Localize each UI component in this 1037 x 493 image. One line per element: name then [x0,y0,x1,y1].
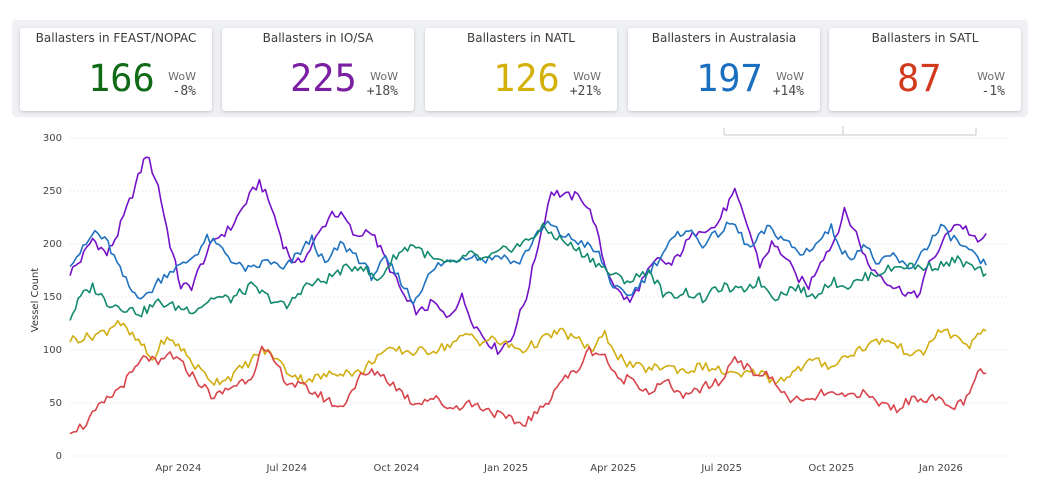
series-line-australasia [69,220,987,305]
kpi-card-australasia[interactable]: Ballasters in Australasia 197 WoW +14% [628,28,820,111]
x-tick-label: Oct 2025 [808,463,854,474]
kpi-wow-value: +21% [569,84,601,99]
x-tick-label: Jan 2026 [918,463,963,474]
y-axis-ticks: 0 50 100 150 200 250 300 [43,133,62,462]
series-line-satl [69,345,987,435]
kpi-strip: Ballasters in FEAST/NOPAC 166 WoW -8% Ba… [12,20,1028,117]
kpi-card-io-sa[interactable]: Ballasters in IO/SA 225 WoW +18% [222,28,414,111]
x-tick-label: Apr 2025 [590,463,636,474]
kpi-wow-label: WoW [573,70,601,83]
kpi-value: 126 [493,57,560,100]
kpi-value: 197 [696,57,763,100]
x-tick-label: Apr 2024 [155,463,201,474]
chart-area: 0 50 100 150 200 250 300 Apr 2024 Jul 2024 Oct 2… [0,118,1037,489]
y-tick-label: 0 [56,451,62,462]
x-axis-ticks: Apr 2024 Jul 2024 Oct 2024 Jan 2025 Apr 2025… [155,463,962,474]
kpi-title: Ballasters in IO/SA [262,31,374,45]
grid-lines [70,137,1010,457]
kpi-value: 87 [897,57,942,100]
kpi-wow-label: WoW [370,70,398,83]
kpi-wow-value: +14% [772,84,804,99]
y-tick-label: 250 [43,186,62,197]
y-tick-label: 150 [43,292,62,303]
series-line-feast-nopac [69,222,987,321]
y-tick-label: 200 [43,239,62,250]
y-tick-label: 50 [49,398,62,409]
kpi-wow-label: WoW [776,70,804,83]
y-tick-label: 300 [43,133,62,144]
y-tick-label: 100 [43,345,62,356]
kpi-title: Ballasters in FEAST/NOPAC [35,31,197,45]
series-line-natl [69,319,987,386]
kpi-title: Ballasters in SATL [871,31,979,45]
kpi-title: Ballasters in NATL [467,31,575,45]
x-tick-label: Jan 2025 [483,463,528,474]
series-line-io-sa [69,156,987,355]
kpi-wow-label: WoW [168,70,196,83]
range-selector[interactable] [723,126,977,136]
line-chart[interactable]: 0 50 100 150 200 250 300 Apr 2024 Jul 2024 Oct 2… [0,118,1037,489]
kpi-value: 225 [290,57,357,100]
kpi-card-natl[interactable]: Ballasters in NATL 126 WoW +21% [425,28,617,111]
x-tick-label: Oct 2024 [373,463,419,474]
y-axis-label: Vessel Count [30,268,41,333]
series-lines [69,156,987,435]
kpi-value: 166 [88,57,155,100]
kpi-title: Ballasters in Australasia [651,31,797,45]
x-tick-label: Jul 2025 [700,463,742,474]
kpi-wow-value: -8% [172,84,196,99]
kpi-wow-label: WoW [977,70,1005,83]
kpi-card-feast-nopac[interactable]: Ballasters in FEAST/NOPAC 166 WoW -8% [20,28,212,111]
kpi-card-satl[interactable]: Ballasters in SATL 87 WoW -1% [829,28,1021,111]
kpi-wow-value: +18% [366,84,398,99]
x-tick-label: Jul 2024 [265,463,307,474]
kpi-wow-value: -1% [981,84,1005,99]
